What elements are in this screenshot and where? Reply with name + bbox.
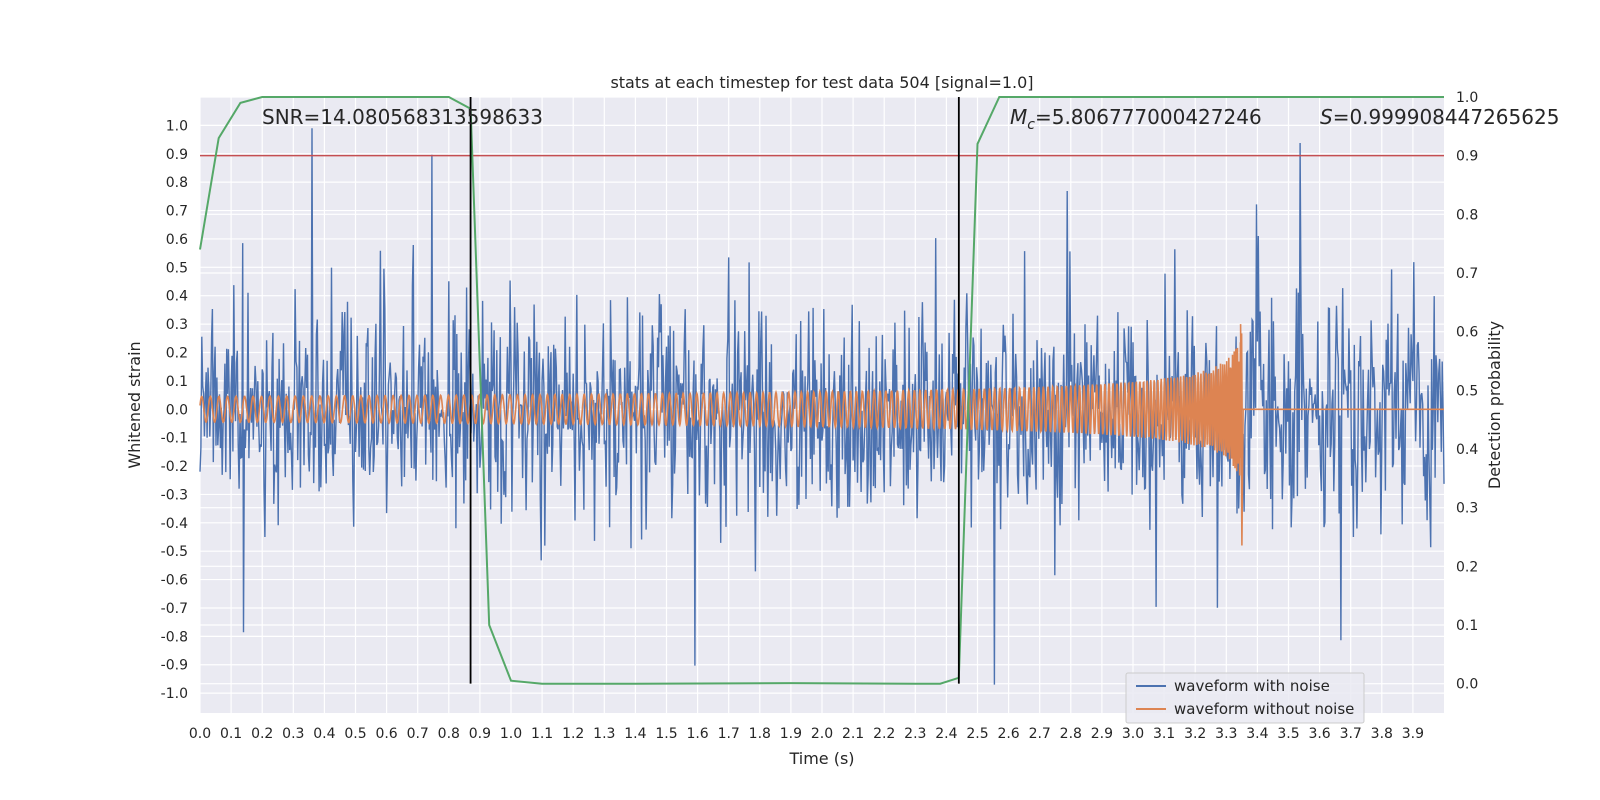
x-tick-label: 0.9 bbox=[469, 726, 491, 742]
y-left-tick-label: 0.1 bbox=[166, 374, 188, 390]
y-left-tick-label: -0.1 bbox=[161, 431, 188, 447]
y-left-tick-label: -0.5 bbox=[161, 544, 188, 560]
x-tick-label: 1.9 bbox=[780, 726, 802, 742]
legend-box bbox=[1125, 672, 1365, 724]
x-axis-label: Time (s) bbox=[788, 749, 854, 768]
y-right-tick-label: 0.5 bbox=[1456, 383, 1478, 399]
y-right-tick-label: 0.8 bbox=[1456, 207, 1478, 223]
score-value: =0.999908447265625 bbox=[1333, 105, 1560, 129]
x-tick-label: 2.5 bbox=[966, 726, 988, 742]
x-tick-label: 3.9 bbox=[1402, 726, 1424, 742]
series-waveform-without-noise bbox=[199, 324, 1444, 546]
chirp-mass-symbol: M bbox=[1010, 105, 1027, 129]
vertical-markers bbox=[469, 97, 960, 684]
x-tick-label: 1.4 bbox=[624, 726, 646, 742]
chirp-mass-value: =5.806777000427246 bbox=[1035, 105, 1262, 129]
y-left-tick-label: 1.0 bbox=[166, 118, 188, 134]
y-left-tick-label: -0.3 bbox=[161, 487, 188, 503]
x-tick-label: 1.3 bbox=[593, 726, 615, 742]
x-tick-label: 3.8 bbox=[1371, 726, 1393, 742]
y-left-tick-label: -1.0 bbox=[161, 686, 188, 702]
x-tick-label: 0.6 bbox=[375, 726, 397, 742]
y-left-tick-label: -0.4 bbox=[161, 516, 188, 532]
x-tick-label: 0.5 bbox=[344, 726, 366, 742]
y-axis-right-ticks: 1.0 0.9 0.8 0.7 0.6 0.5 0.4 0.3 0.2 0.1 0.0 bbox=[1456, 90, 1478, 693]
y-right-tick-label: 0.9 bbox=[1456, 149, 1478, 165]
x-tick-label: 3.2 bbox=[1184, 726, 1206, 742]
x-tick-label: 1.1 bbox=[531, 726, 553, 742]
x-tick-label: 2.2 bbox=[873, 726, 895, 742]
snr-annotation: SNR=14.080568313598633 bbox=[262, 105, 543, 129]
x-tick-label: 2.0 bbox=[811, 726, 833, 742]
y-left-tick-label: 0.0 bbox=[166, 402, 188, 418]
chirp-mass-subscript: c bbox=[1027, 117, 1035, 133]
x-tick-label: 3.5 bbox=[1277, 726, 1299, 742]
x-tick-label: 0.8 bbox=[438, 726, 460, 742]
y-left-tick-label: 0.8 bbox=[166, 175, 188, 191]
y-left-tick-label: 0.3 bbox=[166, 317, 188, 333]
x-tick-label: 2.6 bbox=[997, 726, 1019, 742]
x-tick-label: 1.6 bbox=[686, 726, 708, 742]
score-annotation: S=0.999908447265625 bbox=[1320, 105, 1559, 129]
legend: waveform with noise waveform without noi… bbox=[1125, 672, 1365, 724]
x-tick-label: 2.3 bbox=[904, 726, 926, 742]
x-tick-label: 0.0 bbox=[189, 726, 211, 742]
y-right-tick-label: 0.3 bbox=[1456, 501, 1478, 517]
series-detection-probability bbox=[199, 96, 1444, 685]
x-tick-label: 1.5 bbox=[655, 726, 677, 742]
y-right-tick-label: 1.0 bbox=[1456, 90, 1478, 106]
y-left-tick-label: 0.9 bbox=[166, 147, 188, 163]
x-tick-label: 1.8 bbox=[749, 726, 771, 742]
y-left-tick-label: 0.4 bbox=[166, 289, 188, 305]
plot-series-group bbox=[199, 96, 1445, 685]
y-right-tick-label: 0.2 bbox=[1456, 559, 1478, 575]
y-axis-right-label: Detection probability bbox=[1485, 321, 1504, 489]
y-left-tick-label: -0.6 bbox=[161, 573, 188, 589]
score-symbol: S bbox=[1320, 105, 1333, 129]
x-tick-label: 0.2 bbox=[251, 726, 273, 742]
x-tick-label: 0.1 bbox=[220, 726, 242, 742]
x-tick-label: 3.0 bbox=[1122, 726, 1144, 742]
x-tick-label: 2.7 bbox=[1029, 726, 1051, 742]
x-tick-label: 2.1 bbox=[842, 726, 864, 742]
x-tick-label: 0.4 bbox=[313, 726, 335, 742]
x-tick-label: 3.6 bbox=[1308, 726, 1330, 742]
y-left-tick-label: -0.2 bbox=[161, 459, 188, 475]
y-right-tick-label: 0.1 bbox=[1456, 618, 1478, 634]
x-tick-label: 2.9 bbox=[1091, 726, 1113, 742]
x-tick-label: 3.4 bbox=[1246, 726, 1268, 742]
y-axis-left-ticks: 1.0 0.9 0.8 0.7 0.6 0.5 0.4 0.3 0.2 0.1 0.0 -0.1 -0.… bbox=[161, 118, 188, 702]
y-right-tick-label: 0.6 bbox=[1456, 325, 1478, 341]
legend-label-waveform-without-noise: waveform without noise bbox=[1174, 700, 1354, 718]
chart-title: stats at each timestep for test data 504… bbox=[610, 73, 1033, 92]
y-right-tick-label: 0.7 bbox=[1456, 266, 1478, 282]
legend-label-waveform-with-noise: waveform with noise bbox=[1174, 677, 1330, 695]
x-tick-label: 1.2 bbox=[562, 726, 584, 742]
y-left-tick-label: 0.2 bbox=[166, 345, 188, 361]
x-axis-ticks: 0.0 0.1 0.2 0.3 0.4 0.5 0.6 0.7 0.8 0.9 1.0 1.1 1.2 1… bbox=[189, 726, 1424, 742]
chirp-mass-annotation: Mc=5.806777000427246 bbox=[1010, 105, 1262, 133]
y-left-tick-label: 0.7 bbox=[166, 204, 188, 220]
y-axis-left-label: Whitened strain bbox=[125, 341, 144, 468]
x-tick-label: 3.7 bbox=[1340, 726, 1362, 742]
y-left-tick-label: 0.5 bbox=[166, 260, 188, 276]
x-tick-label: 2.4 bbox=[935, 726, 957, 742]
y-right-tick-label: 0.0 bbox=[1456, 677, 1478, 693]
x-tick-label: 0.7 bbox=[407, 726, 429, 742]
y-left-tick-label: -0.9 bbox=[161, 658, 188, 674]
x-tick-label: 3.3 bbox=[1215, 726, 1237, 742]
y-left-tick-label: 0.6 bbox=[166, 232, 188, 248]
x-tick-label: 0.3 bbox=[282, 726, 304, 742]
x-tick-label: 2.8 bbox=[1060, 726, 1082, 742]
y-left-tick-label: -0.8 bbox=[161, 629, 188, 645]
y-right-tick-label: 0.4 bbox=[1456, 442, 1478, 458]
x-tick-label: 3.1 bbox=[1153, 726, 1175, 742]
x-tick-label: 1.7 bbox=[718, 726, 740, 742]
y-left-tick-label: -0.7 bbox=[161, 601, 188, 617]
x-tick-label: 1.0 bbox=[500, 726, 522, 742]
